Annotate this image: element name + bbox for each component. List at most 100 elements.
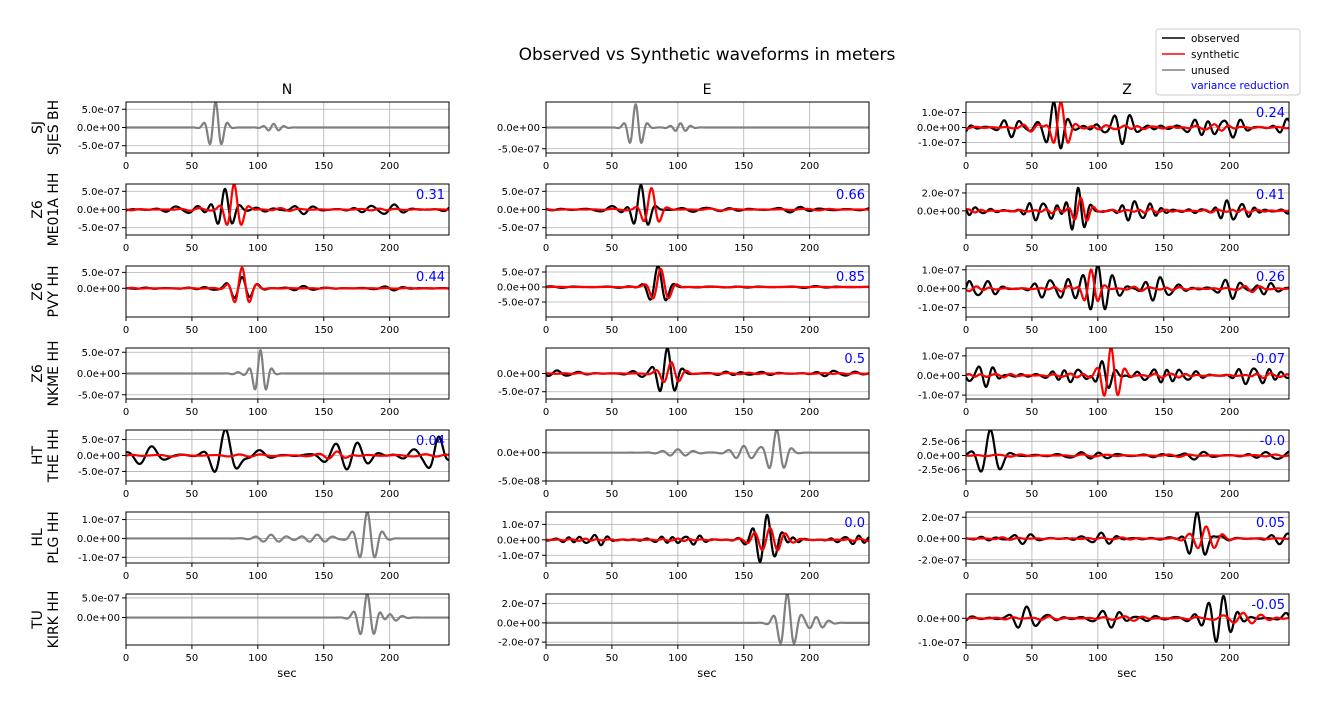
x-tick-label: 50 (606, 407, 619, 418)
x-tick-label: 0 (123, 161, 129, 172)
panel-frame (965, 183, 1290, 236)
x-axis-label-e: sec (697, 666, 716, 680)
waveform-traces (966, 512, 1289, 556)
x-tick-label: 0 (543, 653, 549, 664)
x-tick-label: 0 (963, 407, 969, 418)
y-tick-label: 0.0e+00 (77, 451, 120, 462)
synthetic-trace (546, 526, 869, 552)
y-tick-label: -5.0e-07 (78, 141, 120, 152)
x-tick-label: 100 (668, 325, 687, 336)
x-tick-label: 0 (123, 571, 129, 582)
waveform-traces (966, 430, 1289, 473)
panel-frame (545, 593, 870, 646)
panel-frame (965, 593, 1290, 646)
panel-frame (965, 347, 1290, 400)
x-tick-label: 200 (800, 243, 819, 254)
synthetic-trace (126, 266, 449, 304)
observed-trace (126, 187, 449, 225)
y-tick-label: 2.5e-06 (922, 437, 960, 448)
observed-trace (546, 513, 869, 563)
panel-tu-kirk-hh-e: 0 50 100 150 200 2.0e-07 0.0e+00 -2.0e-07 (497, 593, 870, 664)
figure-title: Observed vs Synthetic waveforms in meter… (519, 45, 896, 65)
x-tick-label: 50 (1026, 489, 1039, 500)
y-tick-label: -2.0e-07 (918, 555, 960, 566)
station-label: PVY HH (46, 265, 62, 317)
network-label: HT (30, 446, 46, 466)
waveform-traces (126, 266, 449, 304)
y-tick-label: 0.0e+00 (77, 205, 120, 216)
network-label: Z6 (30, 282, 46, 301)
waveform-traces (546, 430, 869, 470)
y-tick-label: -5.0e-08 (498, 477, 540, 488)
network-label: SJ (30, 121, 46, 134)
variance-reduction-label: 0.0 (844, 516, 865, 531)
waveform-traces (546, 513, 869, 563)
y-tick-label: 5.0e-07 (82, 435, 120, 446)
x-tick-label: 200 (800, 653, 819, 664)
waveform-traces (966, 186, 1289, 231)
variance-reduction-label: 0.24 (1256, 106, 1285, 121)
panel-z6-me01a-hh-z: 0 50 100 150 200 2.0e-07 0.0e+00 0.41 (917, 183, 1290, 254)
x-tick-label: 200 (800, 407, 819, 418)
x-tick-label: 50 (186, 489, 199, 500)
legend-observed-label: observed (1191, 33, 1240, 45)
variance-reduction-label: 0.85 (836, 270, 865, 285)
variance-reduction-label: 0.41 (1256, 188, 1285, 203)
panel-frame (965, 265, 1290, 318)
x-tick-label: 100 (1088, 489, 1107, 500)
y-tick-label: -2.0e-07 (498, 638, 540, 649)
y-tick-label: 5.0e-07 (502, 187, 540, 198)
station-label: THE HH (46, 429, 62, 483)
x-tick-label: 100 (248, 571, 267, 582)
synthetic-trace (966, 268, 1289, 303)
y-tick-label: 0.0e+00 (917, 534, 960, 545)
x-tick-label: 100 (1088, 161, 1107, 172)
x-tick-label: 50 (1026, 407, 1039, 418)
y-tick-label: 0.0e+00 (917, 284, 960, 295)
panel-frame (545, 429, 870, 482)
x-tick-label: 50 (606, 161, 619, 172)
variance-reduction-label: 0.44 (416, 270, 445, 285)
panel-frame (965, 511, 1290, 564)
y-tick-label: -5.0e-07 (498, 144, 540, 155)
y-tick-label: 0.0e+00 (497, 283, 540, 294)
waveform-traces (546, 594, 869, 645)
waveform-traces (126, 349, 449, 391)
waveform-traces (126, 102, 449, 146)
y-tick-label: 1.0e-07 (922, 351, 960, 362)
x-tick-label: 150 (1154, 325, 1173, 336)
y-tick-label: 0.0e+00 (917, 123, 960, 134)
network-label: Z6 (30, 200, 46, 219)
y-tick-label: 1.0e-07 (922, 265, 960, 276)
y-tick-label: -2.5e-06 (918, 465, 960, 476)
x-tick-label: 200 (800, 571, 819, 582)
y-tick-label: 2.0e-07 (922, 513, 960, 524)
x-tick-label: 50 (1026, 161, 1039, 172)
y-tick-label: -1.0e-07 (78, 553, 120, 564)
synthetic-trace (546, 361, 869, 384)
y-tick-label: -5.0e-07 (498, 298, 540, 309)
x-tick-label: 150 (1154, 407, 1173, 418)
synthetic-trace (546, 267, 869, 300)
y-tick-label: 0.0e+00 (917, 614, 960, 625)
y-tick-label: 0.0e+00 (497, 369, 540, 380)
waveform-traces (126, 430, 449, 473)
synthetic-trace (966, 348, 1289, 397)
variance-reduction-label: 0.05 (1256, 516, 1285, 531)
x-tick-label: 200 (380, 571, 399, 582)
x-tick-label: 50 (186, 243, 199, 254)
x-tick-label: 150 (734, 571, 753, 582)
y-tick-label: 0.0e+00 (497, 618, 540, 629)
unused-trace (126, 512, 449, 559)
x-tick-label: 50 (186, 325, 199, 336)
synthetic-trace (966, 525, 1289, 550)
waveform-traces (966, 266, 1289, 311)
legend-synthetic-label: synthetic (1191, 49, 1240, 61)
panel-sj-sjes-bh-z: 0 50 100 150 200 1.0e-07 0.0e+00 -1.0e-07 0.24 (917, 101, 1290, 172)
y-tick-label: 0.0e+00 (77, 369, 120, 380)
x-tick-label: 0 (123, 489, 129, 500)
network-label: Z6 (30, 364, 46, 383)
synthetic-trace (966, 196, 1289, 222)
x-tick-label: 200 (380, 489, 399, 500)
